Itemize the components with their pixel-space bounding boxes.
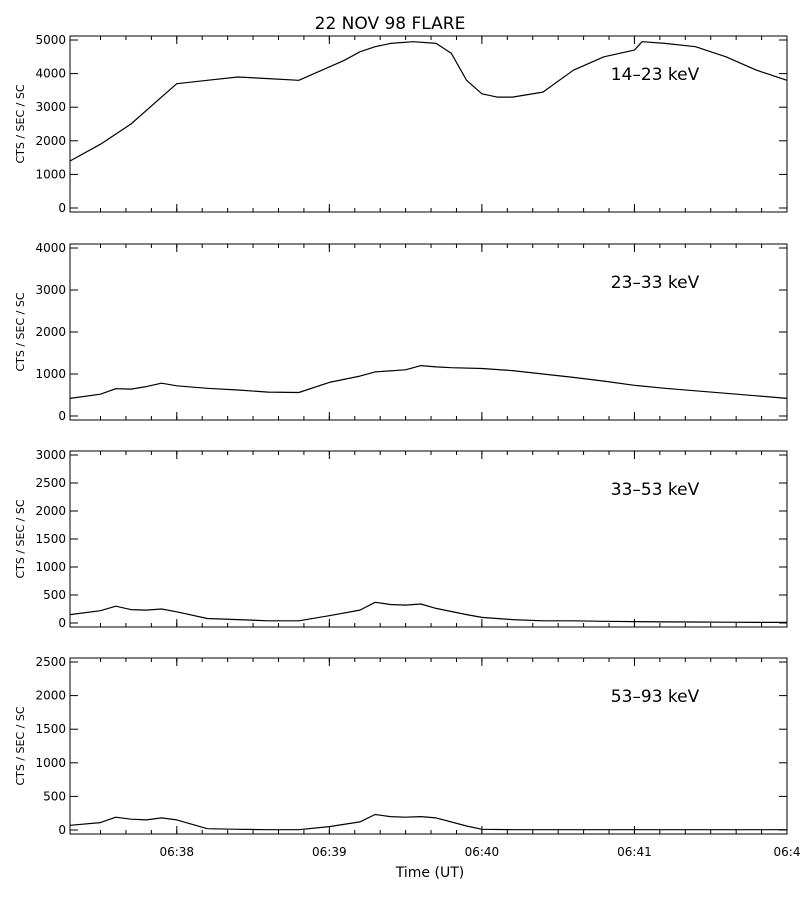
y-tick-label: 4000 [35,241,66,255]
y-tick-label: 0 [58,201,66,215]
y-tick-label: 0 [58,409,66,423]
x-tick-label: 06:41 [617,845,652,859]
panel-frame [69,35,788,213]
series-line-53-93-kev [69,813,787,831]
y-axis-label: CTS / SEC / SC [14,706,27,785]
y-tick-label: 2500 [35,476,66,490]
y-tick-label: 0 [58,823,66,837]
panel-frame [69,450,788,628]
y-tick-label: 5000 [35,33,66,47]
y-tick-label: 1500 [35,722,66,736]
series-line-14-23-kev [69,41,788,162]
energy-band-label: 53–93 keV [611,687,700,707]
y-tick-label: 2000 [35,689,66,703]
x-axis-label: Time (UT) [395,865,464,881]
y-tick-label: 1500 [35,532,66,546]
energy-band-label: 23–33 keV [611,273,700,293]
y-axis-label: CTS / SEC / SC [14,292,27,371]
y-tick-label: 500 [43,789,66,803]
panel-4: 0 500 1000 1500 2000 2500 CTS / SEC / SC 53–93 … [14,655,788,837]
x-tick-label: 06:4 [774,845,800,859]
panel-frame [69,243,788,421]
y-tick-label: 3000 [35,283,66,297]
y-tick-label: 1000 [35,756,66,770]
y-tick-label: 2000 [35,504,66,518]
y-tick-label: 2000 [35,134,66,148]
y-tick-label: 0 [58,616,66,630]
y-axis-label: CTS / SEC / SC [14,499,27,578]
series-line-23-33-kev [69,365,788,399]
x-tick-label: 06:39 [312,845,347,859]
y-tick-label: 4000 [35,67,66,81]
y-tick-label: 1000 [35,560,66,574]
x-tick-label: 06:38 [159,845,194,859]
y-tick-label: 500 [43,588,66,602]
y-tick-label: 1000 [35,167,66,181]
y-tick-label: 2500 [35,655,66,669]
series-line-33-53-kev [69,601,787,624]
panel-1: 0 1000 2000 3000 4000 5000 CTS / SEC / SC 14–23… [14,33,788,215]
energy-band-label: 14–23 keV [611,65,700,85]
y-axis-label: CTS / SEC / SC [14,84,27,163]
y-tick-label: 2000 [35,325,66,339]
y-tick-label: 3000 [35,100,66,114]
y-tick-label: 3000 [35,448,66,462]
panel-frame [69,657,788,835]
panel-2: 0 1000 2000 3000 4000 CTS / SEC / SC 23–33 keV [14,241,788,423]
x-tick-label: 06:40 [465,845,500,859]
y-tick-label: 1000 [35,367,66,381]
energy-band-label: 33–53 keV [611,480,700,500]
chart-title: 22 NOV 98 FLARE [315,14,466,34]
panel-3: 0 500 1000 1500 2000 2500 3000 CTS / SEC / SC 33… [14,448,788,630]
